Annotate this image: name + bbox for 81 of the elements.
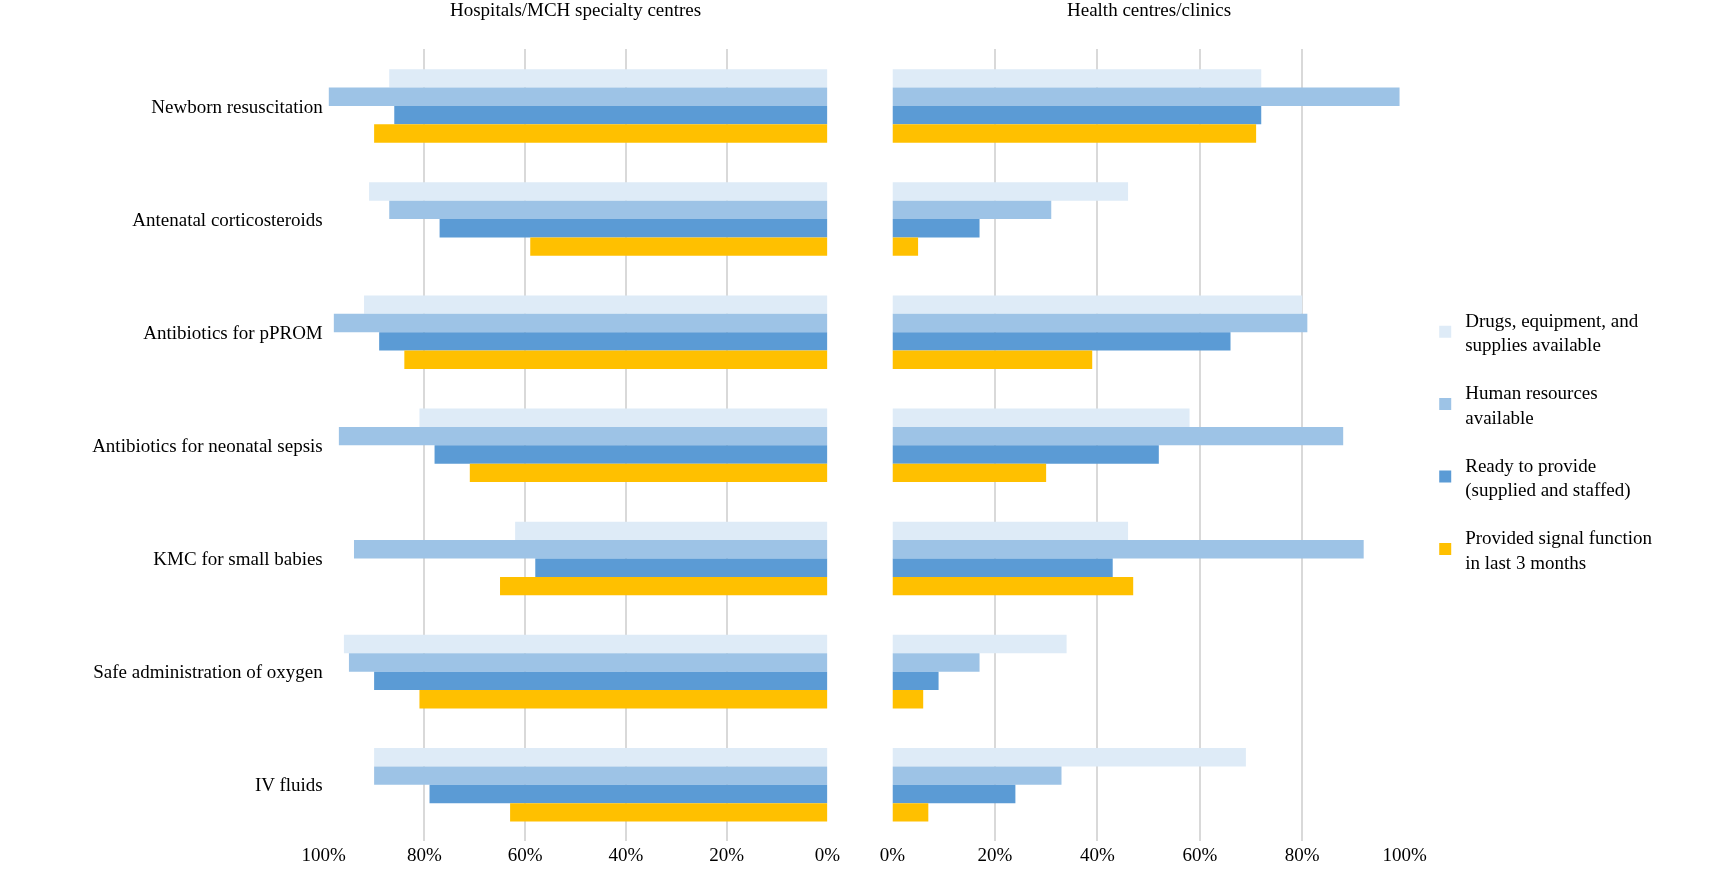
bar bbox=[374, 766, 828, 785]
bar bbox=[892, 558, 1113, 577]
x-tick-label: 0% bbox=[814, 844, 841, 866]
bar bbox=[892, 653, 980, 672]
bar bbox=[530, 237, 828, 256]
chart-title: Health centres/clinics bbox=[1067, 0, 1232, 20]
bar bbox=[892, 313, 1308, 333]
y-tick-label: KMC for small babies bbox=[153, 548, 323, 570]
bar bbox=[892, 463, 1047, 483]
bar bbox=[892, 521, 1129, 541]
bar bbox=[374, 748, 828, 767]
chart-title: Hospitals/MCH specialty centres bbox=[450, 0, 702, 20]
y-tick-label: Antibiotics for pPROM bbox=[143, 321, 323, 343]
bar bbox=[389, 200, 828, 220]
legend-label: Provided signal function in last 3 months bbox=[1465, 526, 1653, 573]
bar bbox=[434, 445, 828, 464]
bar bbox=[892, 295, 1303, 314]
bar bbox=[892, 690, 924, 709]
bar bbox=[892, 350, 1093, 369]
x-tick-label: 60% bbox=[507, 844, 543, 866]
y-tick-label: Antibiotics for neonatal sepsis bbox=[92, 435, 323, 456]
bar bbox=[892, 124, 1257, 143]
bar bbox=[369, 182, 828, 201]
y-tick-label: Safe administration of oxygen bbox=[93, 661, 324, 683]
bar bbox=[338, 426, 828, 446]
bar bbox=[892, 408, 1190, 427]
bar bbox=[419, 408, 828, 427]
bar bbox=[892, 200, 1052, 220]
bar bbox=[379, 332, 828, 351]
x-tick-label: 40% bbox=[608, 844, 644, 866]
bar bbox=[892, 784, 1016, 804]
bar bbox=[394, 105, 828, 125]
bar bbox=[892, 105, 1262, 125]
bar bbox=[419, 690, 828, 709]
bar bbox=[510, 803, 828, 822]
x-tick-label: 60% bbox=[1182, 844, 1218, 866]
bar bbox=[429, 784, 828, 804]
bar bbox=[374, 124, 828, 143]
bar bbox=[892, 803, 929, 822]
bar bbox=[364, 295, 828, 314]
bar bbox=[892, 634, 1067, 654]
bar bbox=[892, 219, 980, 238]
bar bbox=[374, 671, 828, 691]
bar bbox=[892, 182, 1129, 201]
bar bbox=[892, 445, 1159, 464]
bar bbox=[892, 87, 1400, 106]
x-tick-label: 100% bbox=[301, 844, 347, 866]
bar bbox=[892, 540, 1364, 559]
bar bbox=[892, 426, 1344, 446]
x-tick-label: 0% bbox=[879, 844, 906, 866]
bar bbox=[515, 521, 828, 541]
bar bbox=[892, 332, 1231, 351]
y-tick-label: Newborn resuscitation bbox=[151, 95, 324, 117]
bar bbox=[404, 350, 828, 369]
bar bbox=[333, 313, 828, 333]
x-tick-label: 80% bbox=[407, 844, 443, 866]
legend-label: Drugs, equipment, and supplies available bbox=[1465, 309, 1639, 356]
bar bbox=[892, 671, 939, 691]
legend-label: Ready to provide (supplied and staffed) bbox=[1465, 454, 1631, 502]
x-tick-label: 80% bbox=[1284, 844, 1320, 866]
bar bbox=[328, 87, 828, 106]
bar bbox=[892, 766, 1062, 785]
bar bbox=[892, 748, 1246, 767]
bar bbox=[348, 653, 828, 672]
bar bbox=[353, 540, 828, 559]
x-tick-label: 100% bbox=[1382, 844, 1427, 866]
bar bbox=[500, 576, 828, 596]
x-tick-label: 40% bbox=[1079, 844, 1115, 866]
y-tick-label: IV fluids bbox=[255, 774, 323, 796]
bar bbox=[343, 634, 828, 654]
bar bbox=[892, 576, 1134, 596]
bar bbox=[892, 69, 1262, 88]
bar bbox=[439, 219, 828, 238]
legend-label: Human resources available bbox=[1465, 382, 1598, 428]
bar bbox=[892, 237, 919, 256]
bar bbox=[535, 558, 828, 577]
y-tick-label: Antenatal corticosteroids bbox=[132, 208, 323, 230]
bar bbox=[469, 463, 828, 483]
x-tick-label: 20% bbox=[977, 844, 1013, 866]
x-tick-label: 20% bbox=[709, 844, 745, 866]
bar bbox=[389, 69, 828, 88]
